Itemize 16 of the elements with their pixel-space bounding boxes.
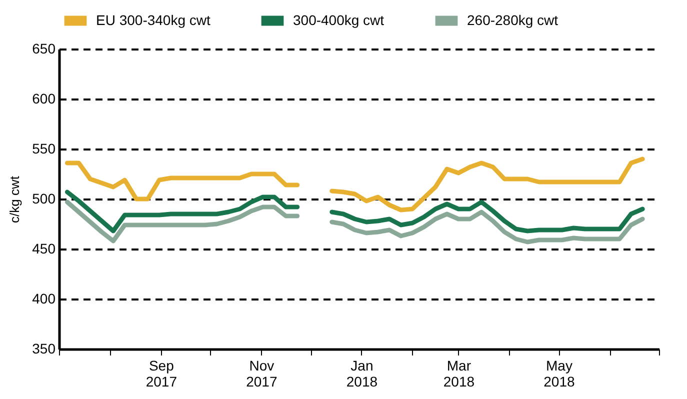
legend-label: 300-400kg cwt bbox=[293, 12, 384, 28]
legend-label: 260-280kg cwt bbox=[467, 12, 558, 28]
y-tick-label: 350 bbox=[32, 340, 56, 356]
x-tick-label: Mar 2018 bbox=[443, 358, 475, 390]
y-tick-label: 400 bbox=[32, 290, 56, 306]
y-tick-label: 550 bbox=[32, 140, 56, 156]
x-tick-label: May 2018 bbox=[544, 358, 576, 390]
x-tick-label: Jan 2018 bbox=[346, 358, 378, 390]
x-tick-label: Sep 2017 bbox=[146, 358, 178, 390]
y-tick-label: 450 bbox=[32, 240, 56, 256]
legend-label: EU 300-340kg cwt bbox=[96, 12, 211, 28]
y-axis-title: c/kg cwt bbox=[7, 176, 22, 223]
y-tick-label: 500 bbox=[32, 190, 56, 206]
y-tick-label: 600 bbox=[32, 90, 56, 106]
y-tick-label: 650 bbox=[32, 40, 56, 56]
x-tick-label: Nov 2017 bbox=[246, 358, 278, 390]
